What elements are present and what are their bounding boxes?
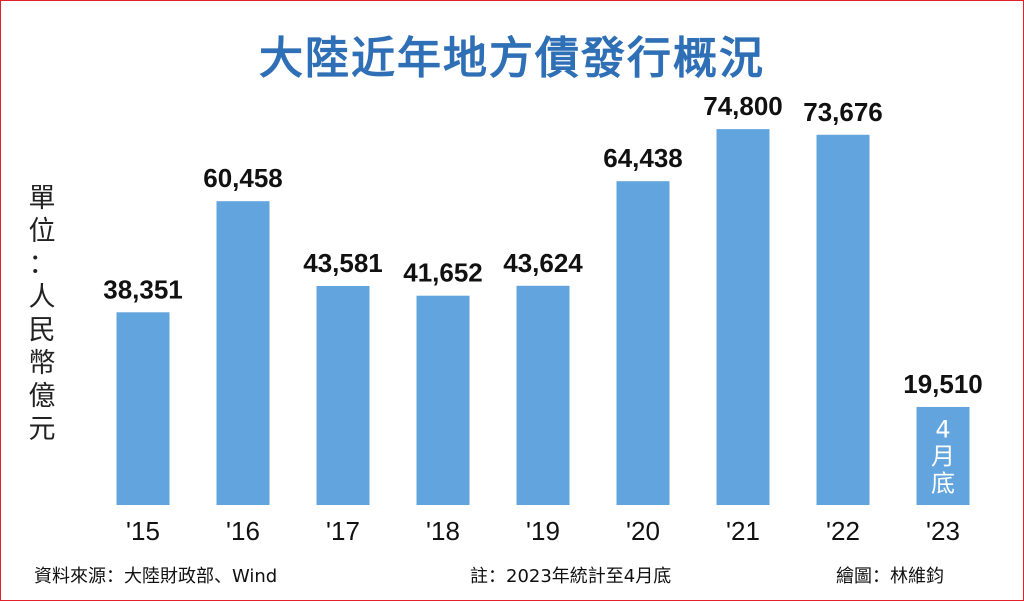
footer-source: 資料來源：大陸財政部、Wind [34,566,278,587]
bar [716,129,770,505]
bar-value-label: 41,652 [403,258,483,288]
bar-value-label: 60,458 [203,163,283,193]
x-tick-label: '15 [126,516,160,546]
chart-title: 大陸近年地方債發行概況 [259,33,765,84]
bar-value-label: 43,624 [503,248,583,278]
unit-label-char: 位 [28,216,56,247]
bar-value-label: 74,800 [703,91,783,121]
x-tick-label: '17 [326,516,360,546]
bar [916,406,970,505]
bar-annotation-char: 月 [931,442,955,470]
unit-label: 單位：人民幣億元 [22,182,62,446]
bar [816,134,870,505]
bar-annotation-char: 底 [931,469,955,497]
bar [516,285,570,505]
x-tick-label: '19 [526,516,560,546]
x-tick-label: '23 [926,516,960,546]
bar-annotation-char: 4 [935,415,950,443]
x-tick-label: '22 [826,516,860,546]
bar-value-label: 64,438 [603,143,683,173]
footer-note: 註：2023年統計至4月底 [470,566,672,587]
x-tick-label: '16 [226,516,260,546]
bar [316,286,370,505]
bar-value-label: 38,351 [103,274,183,304]
bar-value-label: 43,581 [303,248,383,278]
unit-label-char: 億 [28,381,56,412]
unit-label-char: 人 [28,282,56,313]
bar-value-label: 73,676 [803,97,883,127]
unit-label-char: ： [28,249,56,280]
unit-label-char: 民 [28,315,56,346]
x-tick-label: '20 [626,516,660,546]
x-tick-label: '21 [726,516,760,546]
bar [416,295,470,505]
footer-credit: 繪圖：林維鈞 [836,566,944,587]
bar [116,312,170,505]
bar [216,201,270,505]
unit-label-char: 幣 [28,348,56,379]
unit-label-char: 元 [28,414,56,445]
unit-label-char: 單 [28,183,56,214]
bar-value-label: 19,510 [903,369,983,399]
x-tick-label: '18 [426,516,460,546]
bar [616,181,670,506]
